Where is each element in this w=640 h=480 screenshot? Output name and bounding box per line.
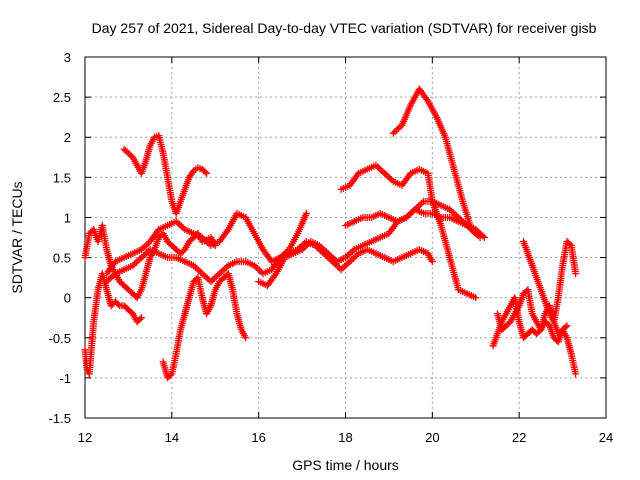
series-s4 bbox=[159, 270, 250, 382]
data-point bbox=[203, 169, 211, 177]
x-tick-label: 18 bbox=[338, 430, 352, 445]
data-point bbox=[166, 371, 174, 379]
series-s2 bbox=[120, 132, 211, 217]
axis-ticks bbox=[84, 56, 607, 419]
x-tick-label: 20 bbox=[425, 430, 439, 445]
x-tick-label: 24 bbox=[599, 430, 613, 445]
data-point bbox=[302, 209, 310, 217]
x-tick-label: 12 bbox=[78, 430, 92, 445]
series-s5 bbox=[103, 209, 310, 278]
y-tick-labels: -1.5 -1 -0.5 0 0.5 1 1.5 2 2.5 3 bbox=[49, 50, 71, 426]
x-tick-label: 14 bbox=[165, 430, 179, 445]
y-tick-label: 1.5 bbox=[53, 170, 71, 185]
y-tick-label: 2.5 bbox=[53, 90, 71, 105]
y-tick-label: -1.5 bbox=[49, 411, 71, 426]
data-point bbox=[201, 168, 209, 176]
series-s13 bbox=[493, 286, 571, 338]
data-point bbox=[572, 370, 580, 378]
y-tick-label: 0.5 bbox=[53, 251, 71, 266]
chart-title: Day 257 of 2021, Sidereal Day-to-day VTE… bbox=[92, 20, 597, 36]
series-s10 bbox=[389, 85, 484, 241]
data-point bbox=[472, 294, 480, 302]
y-axis-label: SDTVAR / TECUs bbox=[9, 181, 25, 293]
x-tick-label: 22 bbox=[512, 430, 526, 445]
y-tick-label: 0 bbox=[64, 291, 71, 306]
data-marks bbox=[81, 85, 580, 382]
y-tick-label: 1 bbox=[64, 210, 71, 225]
data-point bbox=[563, 322, 571, 330]
series-s12 bbox=[520, 238, 580, 326]
y-tick-label: -0.5 bbox=[49, 331, 71, 346]
y-tick-label: 2 bbox=[64, 130, 71, 145]
data-point bbox=[428, 258, 436, 266]
data-point bbox=[242, 334, 250, 342]
data-point bbox=[137, 314, 145, 322]
data-point bbox=[188, 169, 196, 177]
data-point bbox=[476, 234, 484, 241]
x-tick-labels: 12 14 16 18 20 22 24 bbox=[78, 430, 613, 445]
y-tick-label: -1 bbox=[59, 371, 71, 386]
data-point bbox=[561, 323, 569, 331]
series-s3 bbox=[81, 270, 145, 378]
data-point bbox=[114, 300, 122, 308]
data-point bbox=[136, 315, 144, 323]
series-s9 bbox=[337, 161, 480, 302]
data-point bbox=[572, 270, 580, 278]
x-tick-label: 16 bbox=[251, 430, 265, 445]
y-tick-label: 3 bbox=[64, 50, 71, 65]
x-axis-label: GPS time / hours bbox=[292, 457, 399, 473]
